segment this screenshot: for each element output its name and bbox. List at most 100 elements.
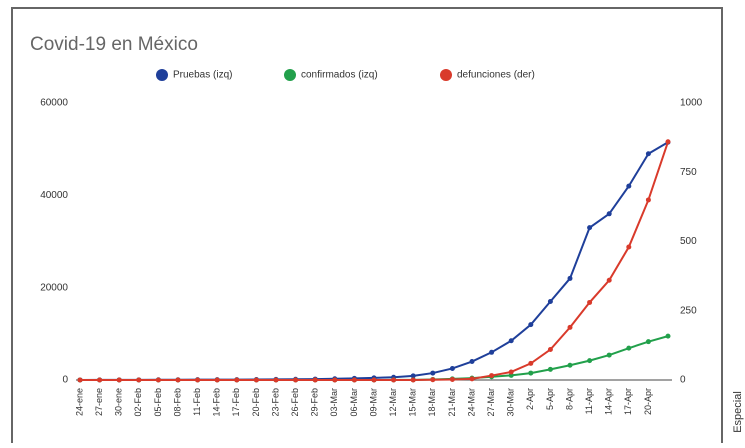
point	[234, 377, 240, 383]
point	[606, 277, 612, 283]
x-tick-label: 24-Mar	[466, 388, 476, 417]
point	[665, 333, 671, 339]
x-tick-label: 18-Mar	[427, 388, 437, 417]
y2-tick-label: 500	[680, 236, 697, 247]
point	[626, 345, 632, 351]
x-tick-label: 17-Feb	[231, 388, 241, 417]
x-tick-label: 05-Feb	[153, 388, 163, 417]
point	[645, 339, 651, 345]
point	[195, 377, 201, 383]
point	[77, 377, 83, 383]
point	[508, 369, 514, 375]
point	[606, 352, 612, 358]
point	[508, 372, 514, 378]
x-tick-label: 26-Feb	[290, 388, 300, 417]
y2-tick-label: 250	[680, 305, 697, 316]
frame	[11, 7, 723, 448]
point	[371, 377, 377, 383]
x-tick-label: 06-Mar	[349, 388, 359, 417]
x-tick-label: 09-Mar	[368, 388, 378, 417]
series-line	[79, 141, 669, 381]
point	[430, 370, 436, 376]
source-credit: Especial	[732, 391, 744, 433]
x-tick-label: 17-Apr	[623, 388, 633, 415]
x-tick-label: 8-Apr	[564, 388, 574, 410]
x-tick-label: 15-Mar	[408, 388, 418, 417]
point	[293, 377, 299, 383]
point	[449, 376, 455, 382]
point	[587, 358, 593, 364]
point	[645, 151, 651, 157]
y-tick-label: 40000	[40, 190, 68, 201]
x-tick-label: 11-Feb	[192, 388, 202, 416]
point	[567, 362, 573, 368]
legend-marker	[284, 69, 296, 81]
point	[508, 338, 514, 344]
y-tick-label: 0	[62, 375, 68, 386]
point	[547, 366, 553, 372]
x-tick-label: 14-Feb	[212, 388, 222, 417]
x-tick-label: 2-Apr	[525, 388, 535, 410]
x-tick-label: 30-ene	[114, 388, 124, 416]
point	[430, 377, 436, 383]
point	[626, 183, 632, 189]
point	[214, 377, 220, 383]
series-line	[80, 335, 669, 381]
point	[528, 360, 534, 366]
point	[665, 139, 671, 145]
x-tick-label: 5-Apr	[545, 388, 555, 410]
y2-tick-label: 750	[680, 167, 697, 178]
point	[410, 377, 416, 383]
chart-title: Covid-19 en México	[30, 34, 198, 55]
point	[567, 275, 573, 281]
point	[626, 244, 632, 250]
x-tick-label: 30-Mar	[506, 388, 516, 417]
x-tick-label: 12-Mar	[388, 388, 398, 417]
point	[155, 377, 161, 383]
x-tick-label: 23-Feb	[270, 388, 280, 417]
point	[645, 197, 651, 203]
x-tick-label: 08-Feb	[172, 388, 182, 417]
legend-label: confirmados (izq)	[301, 70, 378, 81]
point	[97, 377, 103, 383]
point	[449, 365, 455, 371]
point	[410, 373, 416, 379]
point	[606, 211, 612, 217]
x-tick-label: 02-Feb	[133, 388, 143, 417]
series-line	[80, 141, 669, 381]
point	[528, 370, 534, 376]
point	[332, 377, 338, 383]
y-tick-label: 20000	[40, 282, 68, 293]
legend-label: defunciones (der)	[457, 70, 535, 81]
x-tick-label: 27-Mar	[486, 388, 496, 417]
point	[469, 376, 475, 382]
legend-marker	[440, 69, 452, 81]
point	[587, 299, 593, 305]
x-tick-label: 27-ene	[94, 388, 104, 416]
x-tick-label: 24-ene	[74, 388, 84, 416]
point	[351, 377, 357, 383]
x-tick-label: 29-Feb	[310, 388, 320, 417]
point	[136, 377, 142, 383]
point	[253, 377, 259, 383]
x-tick-label: 20-Feb	[251, 388, 261, 417]
point	[587, 225, 593, 231]
x-tick-label: 14-Apr	[604, 388, 614, 415]
point	[391, 377, 397, 383]
point	[116, 377, 122, 383]
point	[273, 377, 279, 383]
point	[567, 324, 573, 330]
point	[547, 347, 553, 353]
point	[469, 359, 475, 365]
point	[489, 349, 495, 355]
point	[547, 299, 553, 305]
point	[175, 377, 181, 383]
y2-tick-label: 1000	[680, 98, 703, 109]
legend-label: Pruebas (izq)	[173, 70, 232, 81]
point	[312, 377, 318, 383]
point	[489, 373, 495, 379]
x-tick-label: 20-Apr	[643, 388, 653, 415]
y-tick-label: 60000	[40, 98, 68, 109]
x-tick-label: 11-Apr	[584, 388, 594, 414]
